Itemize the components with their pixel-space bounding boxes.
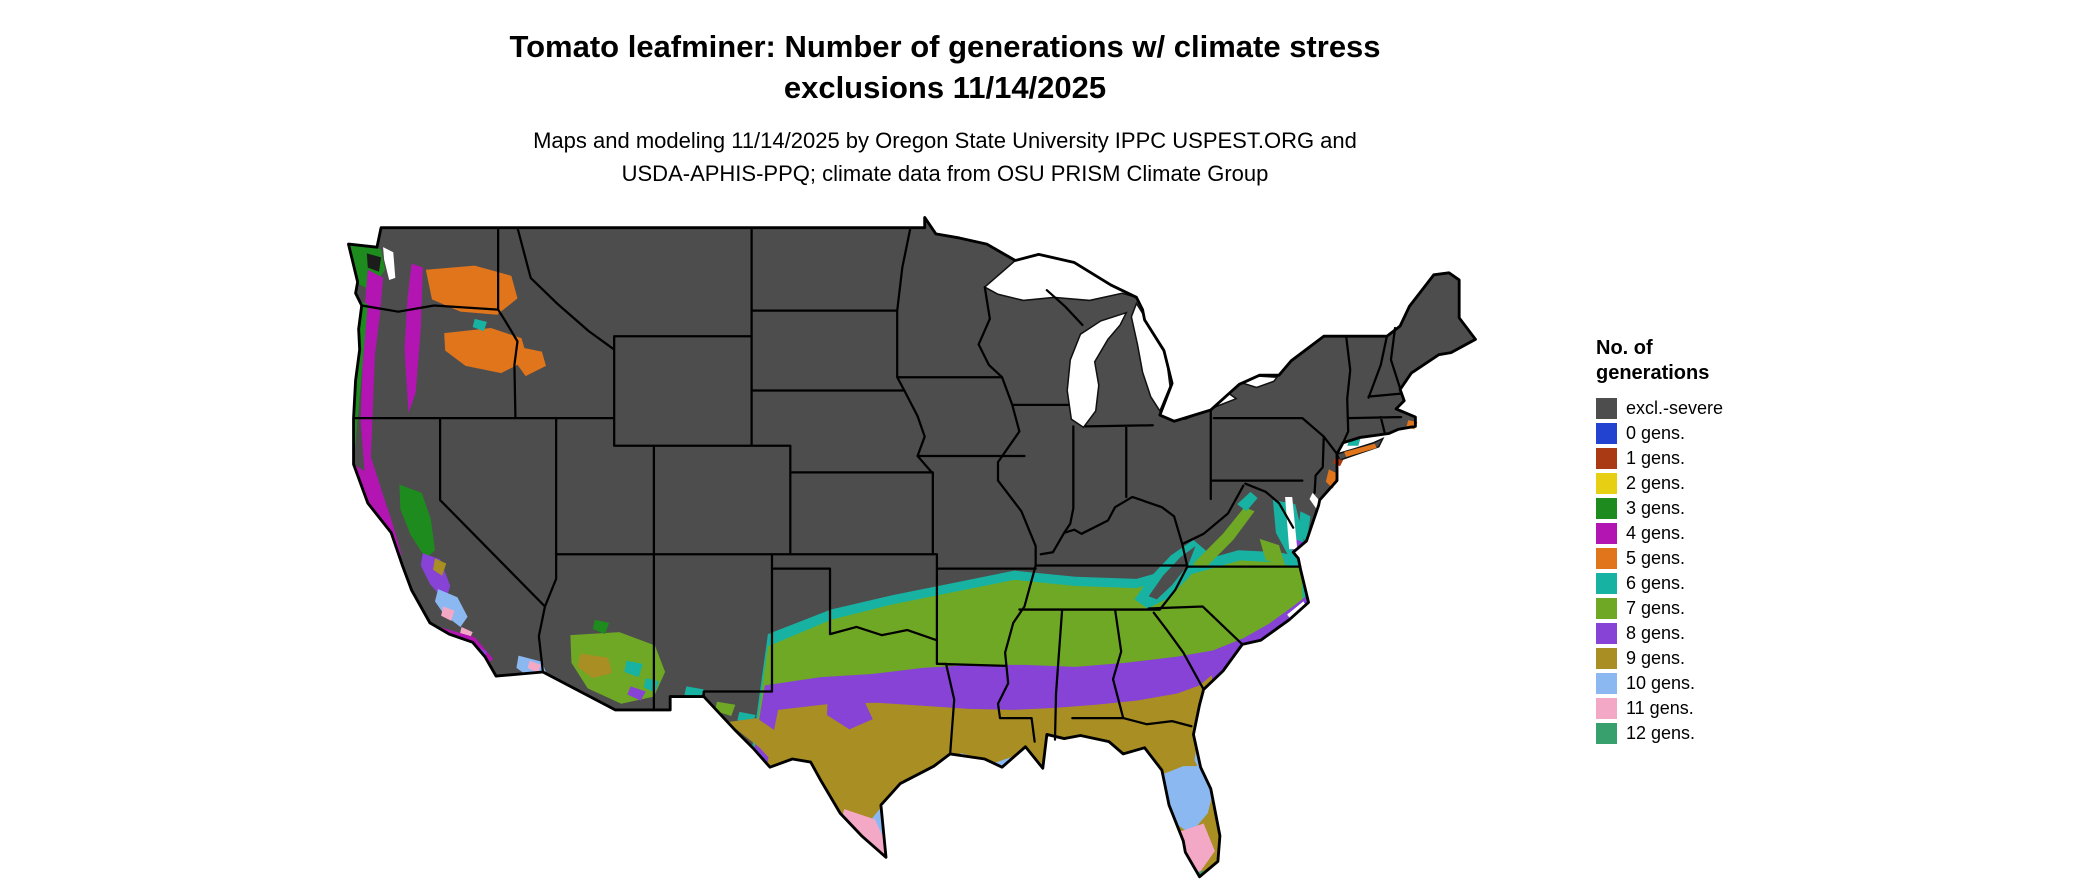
region-chesapeake-green (1259, 538, 1286, 566)
region-ca-pink-1 (441, 606, 455, 621)
legend-row: 2 gens. (1596, 471, 1826, 496)
legend-swatch (1596, 473, 1617, 494)
legend-swatch (1596, 698, 1617, 719)
region-az-purple-speck (627, 686, 646, 701)
region-or-orange-1 (444, 328, 528, 374)
legend-label: 6 gens. (1626, 573, 1686, 593)
legend-title: No. of generations (1596, 336, 1826, 386)
legend-label: 2 gens. (1626, 473, 1686, 493)
legend-swatch (1596, 648, 1617, 669)
us-outline (347, 216, 1477, 879)
pamlico-sound-water (1287, 601, 1307, 620)
region-ca-khaki-speck (432, 558, 447, 576)
region-ca-valley-green (399, 484, 436, 559)
map-regions (348, 217, 1476, 877)
legend-swatch (1596, 398, 1617, 419)
legend-label: 11 gens. (1626, 698, 1694, 718)
legend-row: 7 gens. (1596, 596, 1826, 621)
map-title-line2: exclusions 11/14/2025 (783, 70, 1107, 105)
legend-row: 12 gens. (1596, 721, 1826, 746)
legend-swatch (1596, 448, 1617, 469)
region-tx-purple-blob (826, 694, 873, 730)
legend-swatch (1596, 723, 1617, 744)
legend-row: 10 gens. (1596, 671, 1826, 696)
legend-row: 3 gens. (1596, 496, 1826, 521)
legend-title-line2: generations (1596, 362, 1710, 384)
lake-michigan (1066, 311, 1128, 429)
region-az-teal-2 (643, 678, 659, 693)
map-title: Tomato leafminer: Number of generations … (0, 26, 1890, 108)
region-olympic-dark-patch (366, 253, 382, 272)
legend-label: 9 gens. (1626, 648, 1686, 668)
legend-label: 12 gens. (1626, 723, 1696, 743)
region-ca-valley-lightblue (435, 589, 468, 627)
region-cascades-magenta-strip (404, 263, 423, 414)
region-appalachia-gray-ridge (1148, 546, 1196, 600)
us-map (322, 196, 1562, 888)
region-wa-columbia-orange (425, 265, 518, 315)
legend: No. of generations excl.-severe 0 gens. … (1596, 336, 1826, 746)
legend-label: 4 gens. (1626, 523, 1686, 543)
legend-row: 0 gens. (1596, 421, 1826, 446)
region-az-green (570, 632, 666, 704)
map-subtitle-line2: USDA-APHIS-PPQ; climate data from OSU PR… (621, 161, 1269, 186)
region-or-orange-2 (515, 347, 546, 377)
legend-row: 8 gens. (1596, 621, 1826, 646)
legend-label: 8 gens. (1626, 623, 1686, 643)
legend-swatch (1596, 548, 1617, 569)
legend-label: 5 gens. (1626, 548, 1686, 568)
region-az-teal-1 (624, 660, 643, 678)
legend-swatch (1596, 573, 1617, 594)
legend-label: excl.-severe (1626, 398, 1724, 418)
legend-swatch (1596, 598, 1617, 619)
legend-row: 4 gens. (1596, 521, 1826, 546)
state-borders (352, 226, 1403, 756)
region-riogrande-khaki (727, 718, 803, 771)
legend-row: 5 gens. (1596, 546, 1826, 571)
region-ca-valley-purple (420, 553, 451, 602)
map-title-line1: Tomato leafminer: Number of generations … (509, 29, 1381, 64)
legend-label: 0 gens. (1626, 423, 1686, 443)
region-az-khaki (577, 653, 613, 679)
legend-label: 3 gens. (1626, 498, 1686, 518)
map-subtitle: Maps and modeling 11/14/2025 by Oregon S… (0, 124, 1890, 190)
region-or-teal-speck (472, 318, 487, 332)
region-imperial-pink (527, 660, 541, 674)
legend-row: 9 gens. (1596, 646, 1826, 671)
region-ct-teal-speck (1347, 438, 1361, 446)
legend-row: 11 gens. (1596, 696, 1826, 721)
region-az-darkgreen-speck (592, 619, 610, 635)
map-subtitle-line1: Maps and modeling 11/14/2025 by Oregon S… (533, 128, 1357, 153)
legend-row: excl.-severe (1596, 396, 1826, 421)
legend-row: 1 gens. (1596, 446, 1826, 471)
legend-swatch (1596, 498, 1617, 519)
us-map-svg (347, 216, 1477, 879)
legend-label: 1 gens. (1626, 448, 1686, 468)
region-va-valley-green (1192, 507, 1255, 568)
puget-sound-water (383, 247, 396, 280)
legend-title-line1: No. of (1596, 337, 1653, 359)
legend-swatch (1596, 673, 1617, 694)
legend-label: 7 gens. (1626, 598, 1686, 618)
legend-row: 6 gens. (1596, 571, 1826, 596)
legend-swatch (1596, 623, 1617, 644)
legend-label: 10 gens. (1626, 673, 1696, 693)
legend-swatch (1596, 423, 1617, 444)
header: Tomato leafminer: Number of generations … (0, 26, 1890, 190)
region-li-orange-strip (1344, 443, 1377, 458)
region-va-valley-teal (1237, 491, 1258, 512)
legend-swatch (1596, 523, 1617, 544)
